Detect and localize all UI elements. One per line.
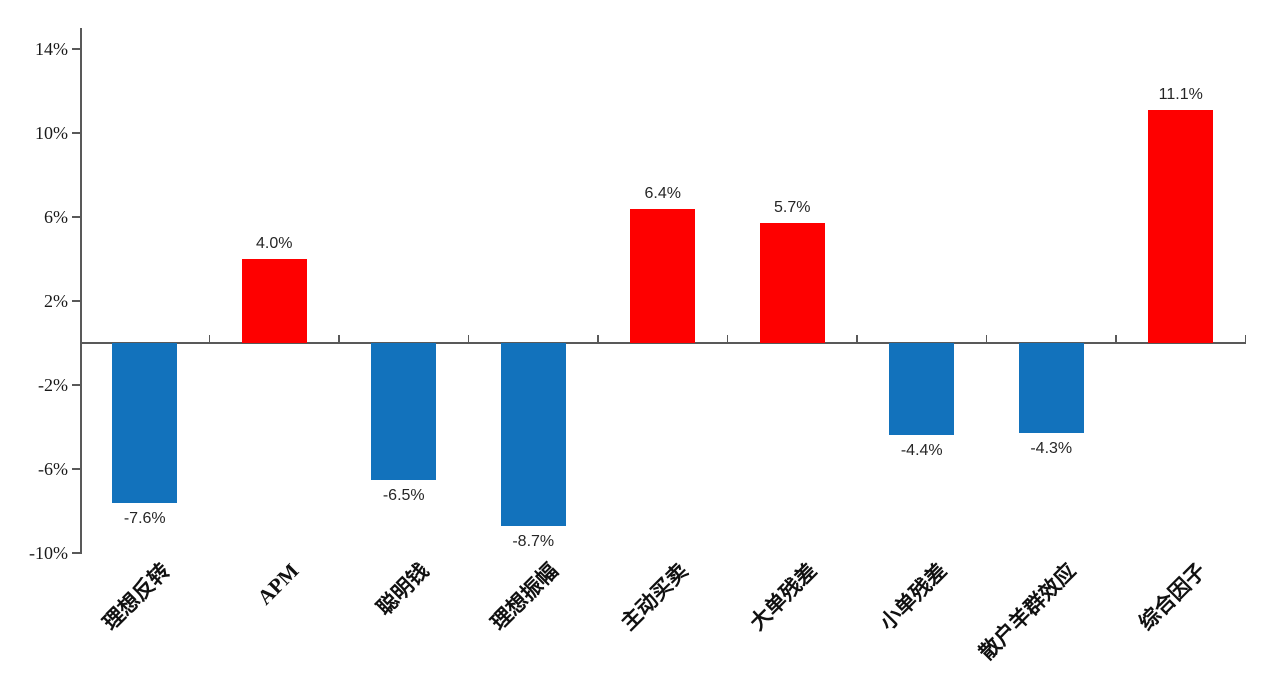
- x-axis-tick: [1244, 335, 1247, 343]
- y-axis-tick: [72, 468, 80, 470]
- x-axis-tick: [208, 335, 211, 343]
- bar-value-label: 11.1%: [1158, 85, 1203, 103]
- bar-value-label: -4.4%: [900, 442, 943, 460]
- x-axis-category-label: 理想反转: [97, 558, 175, 635]
- y-axis-tick-label: 10%: [35, 123, 68, 143]
- x-axis-category-label: 聪明钱: [371, 558, 434, 621]
- bar-value-label: -7.6%: [123, 509, 166, 527]
- y-axis-tick: [72, 132, 80, 134]
- bar: [630, 208, 696, 343]
- bar: [1018, 343, 1084, 434]
- x-axis-category-label: 大单残差: [745, 558, 822, 635]
- y-axis-tick-label: -2%: [38, 375, 68, 395]
- y-axis-tick: [72, 216, 80, 218]
- bar: [759, 223, 825, 343]
- bar-value-label: -6.5%: [382, 486, 425, 504]
- y-axis-tick-label: -6%: [38, 459, 68, 479]
- bar-value-label: 6.4%: [644, 184, 681, 202]
- x-axis-tick: [726, 335, 729, 343]
- y-axis-tick-label: 2%: [44, 291, 68, 311]
- bar-value-label: 5.7%: [774, 199, 811, 217]
- x-axis-tick: [338, 335, 340, 343]
- x-axis-category-label: 理想振幅: [486, 558, 563, 635]
- x-axis-category-label: APM: [253, 558, 304, 610]
- bar-value-label: -8.7%: [512, 532, 555, 550]
- x-axis-category-label: 主动买卖: [615, 558, 693, 635]
- bar: [889, 343, 955, 436]
- bar: [112, 343, 178, 503]
- y-axis-tick-label: 14%: [35, 39, 68, 59]
- y-axis-tick: [72, 384, 80, 386]
- x-axis-tick: [856, 335, 858, 343]
- x-axis-tick: [1115, 335, 1117, 343]
- bar-value-label: 4.0%: [256, 235, 293, 252]
- bar-value-label: -4.3%: [1030, 440, 1073, 458]
- y-axis-tick: [72, 48, 80, 50]
- x-axis-category-label: 散户羊群效应: [974, 558, 1081, 665]
- x-axis-category-label: 综合因子: [1133, 558, 1211, 635]
- y-axis-tick: [72, 552, 80, 554]
- bar: [500, 343, 566, 526]
- y-axis-line: [80, 28, 82, 554]
- x-axis-tick: [985, 335, 988, 343]
- y-axis-tick: [72, 300, 80, 302]
- x-axis-zero-line: [80, 342, 1246, 344]
- x-axis-tick: [597, 335, 599, 343]
- bar: [241, 259, 307, 343]
- y-axis-tick-label: -10%: [29, 543, 68, 563]
- bar: [371, 343, 437, 480]
- y-axis-tick-label: 6%: [44, 207, 68, 227]
- x-axis-tick: [467, 335, 470, 343]
- x-axis-category-label: 小单残差: [874, 558, 952, 635]
- bar: [1148, 109, 1214, 343]
